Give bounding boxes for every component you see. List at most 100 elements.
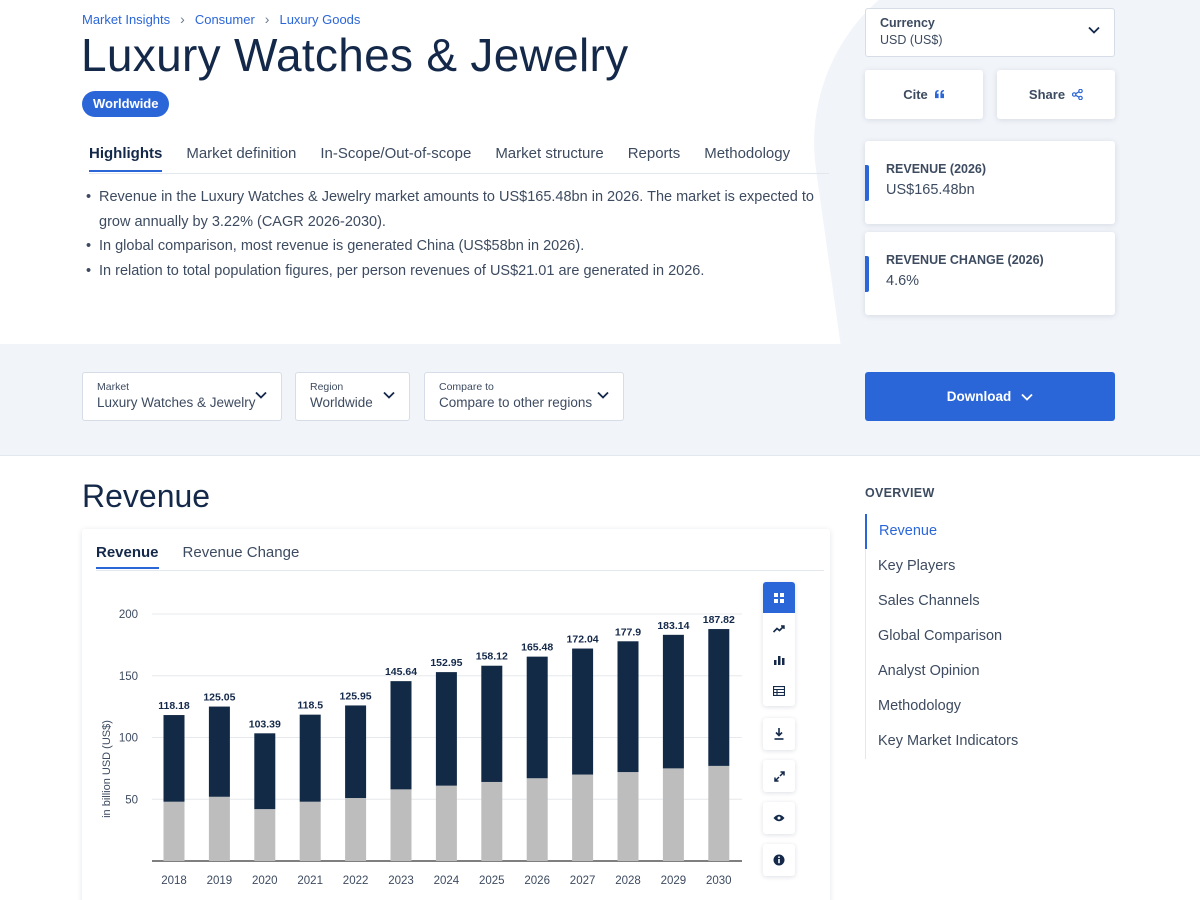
share-icon	[1072, 89, 1083, 100]
chevron-down-icon	[597, 391, 609, 399]
x-tick-label: 2028	[615, 875, 641, 887]
revenue-chart: 50 100 150 200 in billion USD (US$) 118.18 201…	[101, 609, 742, 887]
quote-icon	[934, 90, 944, 99]
bar-segment-dark	[163, 715, 185, 802]
chevron-down-icon	[255, 391, 267, 399]
grid-icon	[774, 592, 784, 603]
bar-chart-button[interactable]	[763, 644, 795, 675]
chart-tab-revenue-change[interactable]: Revenue Change	[182, 544, 300, 561]
chevron-down-icon	[1021, 393, 1033, 401]
chart-tabs-divider	[96, 570, 824, 571]
tab-reports[interactable]: Reports	[627, 145, 681, 162]
kpi-value: 4.6%	[886, 273, 920, 289]
breadcrumb-luxury-goods[interactable]: Luxury Goods	[279, 11, 361, 27]
bar-segment-light	[163, 801, 185, 861]
region-select[interactable]: Region Worldwide	[295, 372, 410, 421]
tab-in-scope[interactable]: In-Scope/Out-of-scope	[320, 145, 472, 162]
overview-item-sales-channels[interactable]: Sales Channels	[878, 593, 980, 609]
chart-toolbar	[763, 582, 795, 876]
overview-title: OVERVIEW	[865, 486, 935, 500]
tabs-divider	[89, 173, 829, 174]
breadcrumb: Market Insights › Consumer › Luxury Good…	[82, 11, 360, 27]
bar-segment-light	[254, 809, 276, 861]
overview-item-analyst-opinion[interactable]: Analyst Opinion	[878, 663, 980, 679]
data-label: 183.14	[657, 620, 689, 632]
compare-select[interactable]: Compare to Compare to other regions	[424, 372, 624, 421]
share-button[interactable]: Share	[997, 70, 1115, 119]
x-tick-label: 2023	[388, 875, 414, 887]
visibility-button[interactable]	[763, 802, 795, 834]
bar-segment-dark	[708, 629, 730, 766]
bar-segment-light	[708, 765, 730, 861]
tab-market-definition[interactable]: Market definition	[186, 145, 297, 162]
tab-highlights[interactable]: Highlights	[89, 145, 163, 172]
kpi-revenue: REVENUE (2026) US$165.48bn	[865, 141, 1115, 224]
download-button[interactable]: Download	[865, 372, 1115, 421]
bar-segment-dark	[208, 706, 230, 797]
region-badge: Worldwide	[82, 91, 170, 117]
chart-type-group	[763, 582, 795, 706]
currency-value: USD (US$)	[880, 33, 943, 47]
bar-segment-light	[435, 785, 457, 861]
kpi-label: REVENUE (2026)	[886, 162, 987, 176]
download-icon	[774, 728, 784, 740]
table-icon	[773, 685, 785, 696]
market-select-value: Luxury Watches & Jewelry	[97, 395, 256, 410]
chart-download-button[interactable]	[763, 718, 795, 750]
data-label: 165.48	[521, 642, 553, 654]
data-label: 118.18	[158, 700, 190, 712]
y-tick-label: 100	[119, 733, 138, 745]
y-tick-label: 200	[119, 609, 138, 621]
bar-segment-dark	[662, 634, 684, 769]
fullscreen-button[interactable]	[763, 760, 795, 792]
line-chart-button[interactable]	[763, 613, 795, 644]
filter-bar: Market Luxury Watches & Jewelry Region W…	[0, 344, 1200, 456]
grid-view-button[interactable]	[763, 582, 795, 613]
overview-item-key-players[interactable]: Key Players	[878, 558, 956, 574]
market-select-label: Market	[97, 381, 130, 393]
x-tick-label: 2018	[161, 875, 187, 887]
chevron-down-icon	[1088, 26, 1100, 34]
trend-icon	[773, 624, 785, 633]
data-label: 187.82	[703, 614, 735, 626]
region-select-label: Region	[310, 381, 344, 393]
x-tick-label: 2019	[207, 875, 233, 887]
bar-segment-dark	[481, 665, 503, 782]
info-button[interactable]	[763, 844, 795, 876]
data-label: 177.9	[615, 626, 641, 638]
bar-segment-dark	[254, 733, 276, 810]
y-tick-label: 150	[119, 671, 138, 683]
bar-segment-light	[662, 768, 684, 861]
section-tabs: Highlights Market definition In-Scope/Ou…	[89, 145, 790, 172]
data-label: 103.39	[249, 718, 281, 730]
y-axis-label: in billion USD (US$)	[101, 720, 113, 818]
overview-item-key-market-indicators[interactable]: Key Market Indicators	[878, 733, 1019, 749]
bar-segment-light	[617, 772, 639, 861]
data-label: 172.04	[567, 634, 599, 646]
chart-tab-revenue[interactable]: Revenue	[96, 544, 159, 569]
bar-segment-light	[345, 798, 367, 861]
cite-button[interactable]: Cite	[865, 70, 983, 119]
tab-methodology[interactable]: Methodology	[704, 145, 791, 162]
x-tick-label: 2025	[479, 875, 505, 887]
kpi-revenue-change: REVENUE CHANGE (2026) 4.6%	[865, 232, 1115, 315]
chevron-down-icon	[383, 391, 395, 399]
breadcrumb-market-insights[interactable]: Market Insights	[82, 11, 171, 27]
overview-item-methodology[interactable]: Methodology	[878, 698, 962, 714]
overview-item-global-comparison[interactable]: Global Comparison	[878, 628, 1003, 644]
currency-select[interactable]: Currency USD (US$)	[865, 8, 1115, 57]
highlight-item: In global comparison, most revenue is ge…	[86, 234, 826, 259]
tab-market-structure[interactable]: Market structure	[495, 145, 604, 162]
overview-item-revenue[interactable]: Revenue	[865, 514, 1018, 549]
x-tick-label: 2022	[343, 875, 369, 887]
bar-segment-dark	[526, 656, 548, 779]
cite-label: Cite	[903, 87, 928, 102]
breadcrumb-consumer[interactable]: Consumer	[194, 11, 255, 27]
share-label: Share	[1028, 87, 1066, 102]
market-select[interactable]: Market Luxury Watches & Jewelry	[82, 372, 282, 421]
chevron-right-icon: ›	[264, 11, 270, 27]
compare-select-label: Compare to	[439, 381, 494, 393]
table-view-button[interactable]	[763, 675, 795, 706]
page-title: Luxury Watches & Jewelry	[81, 29, 629, 81]
data-label: 152.95	[430, 657, 462, 669]
